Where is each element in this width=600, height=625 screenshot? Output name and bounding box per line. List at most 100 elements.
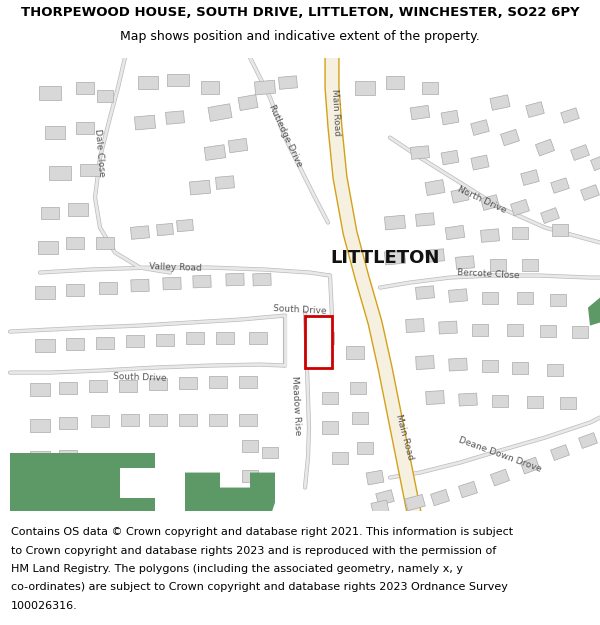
Text: Map shows position and indicative extent of the property.: Map shows position and indicative extent… — [120, 29, 480, 42]
Text: South Drive: South Drive — [113, 372, 167, 383]
Bar — [357, 441, 373, 454]
Text: North Drive: North Drive — [457, 184, 508, 215]
Bar — [30, 451, 50, 464]
Bar — [512, 226, 528, 239]
Bar — [590, 154, 600, 171]
Bar — [490, 469, 509, 486]
Bar — [385, 215, 406, 230]
Bar — [176, 219, 193, 232]
Bar — [425, 249, 445, 262]
Bar — [535, 139, 554, 156]
Bar — [201, 81, 219, 94]
Bar — [216, 331, 234, 344]
Text: Rutledge Drive: Rutledge Drive — [266, 103, 304, 168]
Bar — [91, 414, 109, 426]
Bar — [239, 376, 257, 388]
Bar — [552, 224, 568, 236]
Bar — [522, 259, 538, 271]
Bar — [355, 81, 375, 94]
Text: LITTLETON: LITTLETON — [331, 249, 440, 266]
Bar — [492, 394, 508, 406]
Bar — [482, 359, 498, 371]
Bar — [578, 432, 598, 449]
Bar — [366, 470, 384, 485]
Bar — [551, 178, 569, 193]
Bar — [511, 199, 529, 216]
Bar — [352, 411, 368, 424]
Bar — [416, 286, 434, 299]
Bar — [449, 289, 467, 302]
Bar — [507, 324, 523, 336]
Bar — [66, 338, 84, 349]
Bar — [239, 414, 257, 426]
Bar — [45, 126, 65, 139]
Text: HM Land Registry. The polygons (including the associated geometry, namely x, y: HM Land Registry. The polygons (includin… — [11, 564, 463, 574]
Bar — [482, 291, 498, 304]
Bar — [517, 291, 533, 304]
Text: co-ordinates) are subject to Crown copyright and database rights 2023 Ordnance S: co-ordinates) are subject to Crown copyr… — [11, 582, 508, 592]
Bar — [322, 421, 338, 434]
Bar — [30, 383, 50, 396]
Text: Main Road: Main Road — [395, 414, 415, 461]
Text: South Drive: South Drive — [273, 304, 327, 316]
Bar — [526, 102, 544, 118]
Bar — [416, 356, 434, 369]
Bar — [439, 321, 457, 334]
Bar — [157, 223, 173, 236]
Bar — [68, 203, 88, 216]
Bar — [80, 164, 100, 176]
Text: Valley Road: Valley Road — [149, 262, 202, 273]
Bar — [126, 334, 144, 346]
Bar — [38, 241, 58, 254]
Bar — [59, 416, 77, 429]
Bar — [215, 176, 235, 189]
Bar — [520, 458, 539, 474]
Bar — [149, 378, 167, 389]
Bar — [547, 364, 563, 376]
Bar — [166, 111, 184, 124]
Bar — [332, 451, 348, 464]
Bar — [96, 236, 114, 249]
Bar — [527, 396, 543, 408]
Bar — [96, 336, 114, 349]
Bar — [481, 195, 499, 211]
Bar — [97, 89, 113, 101]
Bar — [204, 145, 226, 161]
Bar — [346, 346, 364, 359]
Bar — [242, 439, 258, 451]
Bar — [138, 76, 158, 89]
Bar — [441, 110, 459, 125]
Bar — [405, 494, 425, 511]
Bar — [410, 106, 430, 120]
Bar — [445, 226, 465, 240]
Bar — [262, 447, 278, 458]
Bar — [167, 74, 189, 86]
Polygon shape — [588, 298, 600, 326]
Bar — [226, 273, 244, 286]
Bar — [66, 284, 84, 296]
Bar — [119, 379, 137, 391]
Bar — [490, 259, 506, 271]
Polygon shape — [10, 452, 155, 518]
Text: to Crown copyright and database rights 2023 and is reproduced with the permissio: to Crown copyright and database rights 2… — [11, 546, 496, 556]
Text: Dale Close: Dale Close — [94, 128, 107, 177]
Bar — [209, 376, 227, 388]
Bar — [481, 229, 499, 242]
Bar — [422, 81, 438, 94]
Bar — [350, 381, 366, 394]
Bar — [581, 184, 599, 201]
Bar — [193, 275, 211, 288]
Bar — [49, 166, 71, 179]
Bar — [249, 331, 267, 344]
Bar — [425, 391, 445, 404]
Bar — [540, 324, 556, 336]
Bar — [512, 361, 528, 374]
Text: Deane Down Drove: Deane Down Drove — [457, 436, 542, 474]
Bar — [179, 414, 197, 426]
Bar — [99, 281, 117, 294]
Bar — [371, 500, 389, 515]
Bar — [131, 226, 149, 239]
Bar — [376, 490, 394, 506]
Text: Meadow Rise: Meadow Rise — [290, 376, 302, 436]
Bar — [441, 150, 459, 165]
